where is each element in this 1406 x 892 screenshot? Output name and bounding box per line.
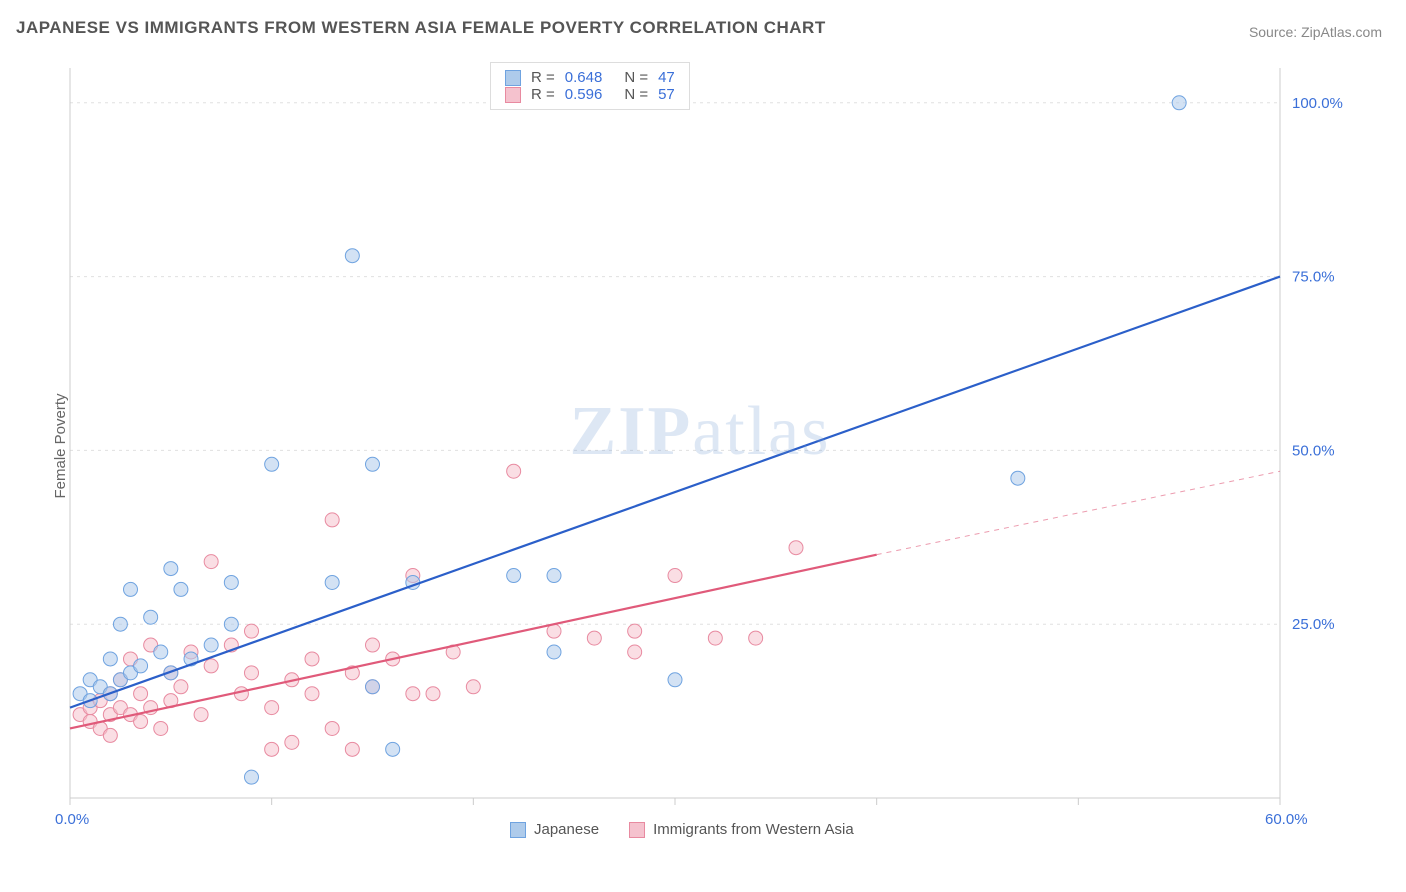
chart-svg: 25.0% 50.0% 75.0% 100.0% 0.0% 60.0% bbox=[50, 58, 1350, 838]
legend-swatch-icon bbox=[510, 822, 526, 838]
svg-text:100.0%: 100.0% bbox=[1292, 95, 1343, 112]
source-label: Source: ZipAtlas.com bbox=[1249, 24, 1382, 40]
svg-text:50.0%: 50.0% bbox=[1292, 442, 1335, 459]
legend-swatch-icon bbox=[629, 822, 645, 838]
legend-row-japanese: R = 0.648 N = 47 bbox=[505, 69, 675, 86]
svg-text:75.0%: 75.0% bbox=[1292, 269, 1335, 286]
legend-row-immigrants: R = 0.596 N = 57 bbox=[505, 86, 675, 103]
svg-text:0.0%: 0.0% bbox=[55, 811, 89, 828]
legend-swatch-immigrants bbox=[505, 87, 521, 103]
legend-item-immigrants: Immigrants from Western Asia bbox=[629, 821, 854, 838]
legend-item-japanese: Japanese bbox=[510, 821, 599, 838]
correlation-legend: R = 0.648 N = 47 R = 0.596 N = 57 bbox=[490, 62, 690, 110]
series-legend: Japanese Immigrants from Western Asia bbox=[510, 821, 854, 838]
chart-container: JAPANESE VS IMMIGRANTS FROM WESTERN ASIA… bbox=[0, 0, 1406, 892]
svg-text:25.0%: 25.0% bbox=[1292, 616, 1335, 633]
plot-area: 25.0%50.0%75.0%100.0%0.0%60.0% ZIPatlas … bbox=[50, 58, 1350, 838]
chart-title: JAPANESE VS IMMIGRANTS FROM WESTERN ASIA… bbox=[16, 18, 826, 38]
svg-text:60.0%: 60.0% bbox=[1265, 811, 1308, 828]
legend-swatch-japanese bbox=[505, 70, 521, 86]
